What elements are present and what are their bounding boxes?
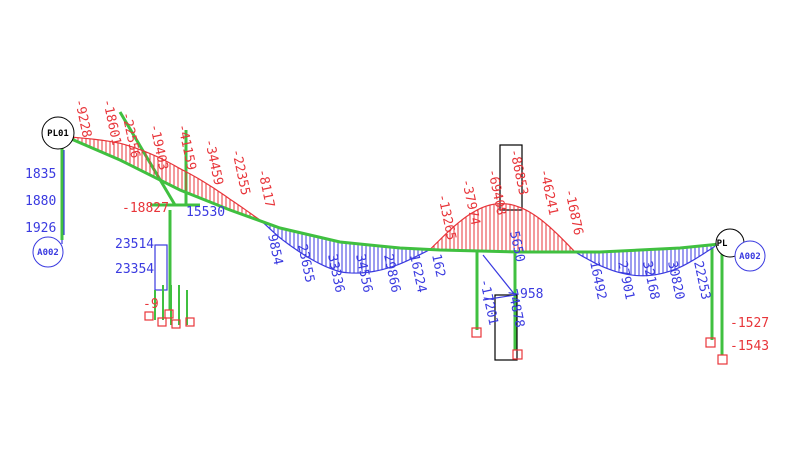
moment-label: 162 — [428, 253, 448, 279]
moment-label: 22253 — [690, 260, 713, 301]
moment-label: -1527 — [730, 316, 769, 331]
labels: -9228 -18601-22556 -19403 -41159 -34459 -2235… — [25, 98, 769, 354]
moment-label: 16492 — [586, 260, 609, 301]
moment-label: -22355 — [228, 148, 252, 197]
moment-label: -86853 — [506, 148, 530, 197]
moment-label: 32168 — [639, 260, 662, 301]
moment-label: -1543 — [730, 339, 769, 354]
moment-outline — [65, 136, 263, 223]
moment-label: -16876 — [561, 188, 585, 237]
moment-label: 9854 — [264, 233, 285, 267]
moment-label: -8117 — [254, 168, 277, 209]
moment-label: -9228 — [71, 98, 94, 139]
node-label: A002 — [37, 248, 59, 258]
moment-outline — [261, 221, 431, 274]
moment-label: 29866 — [380, 253, 403, 294]
beam — [61, 133, 721, 254]
moment-label: 1835 — [25, 167, 56, 182]
moment-label: 15530 — [186, 205, 225, 220]
moment-label: -9 — [143, 297, 159, 312]
moment-label: -69408 — [484, 168, 508, 217]
moment-label: -46241 — [536, 168, 560, 217]
moment-label: 27901 — [614, 260, 637, 301]
moment-outline — [429, 202, 575, 252]
moment-label: 23655 — [294, 243, 317, 284]
node: PL01 A002 PL A002 — [32, 116, 766, 272]
moment-label: 1926 — [25, 221, 56, 236]
moment-label: 23354 — [115, 262, 154, 277]
node-label: PL — [717, 239, 728, 249]
moment-label: 33336 — [324, 253, 347, 294]
moment-label: 1880 — [25, 194, 56, 209]
moment-label: -34459 — [201, 138, 225, 187]
moment-label: -13265 — [434, 193, 458, 242]
moment-label: 958 — [520, 287, 543, 302]
moment-label: -18827 — [122, 201, 169, 216]
node-label: PL01 — [47, 129, 69, 139]
moment-label: -17201 — [476, 278, 500, 327]
moment-label: 23514 — [115, 237, 154, 252]
moment-label: -41159 — [174, 123, 198, 172]
moment-label: 16224 — [406, 253, 429, 295]
moment-label: -18601 — [99, 98, 123, 147]
node-label: A002 — [739, 252, 761, 262]
moment-label: 5650 — [506, 230, 527, 264]
moment-outline — [574, 245, 716, 277]
